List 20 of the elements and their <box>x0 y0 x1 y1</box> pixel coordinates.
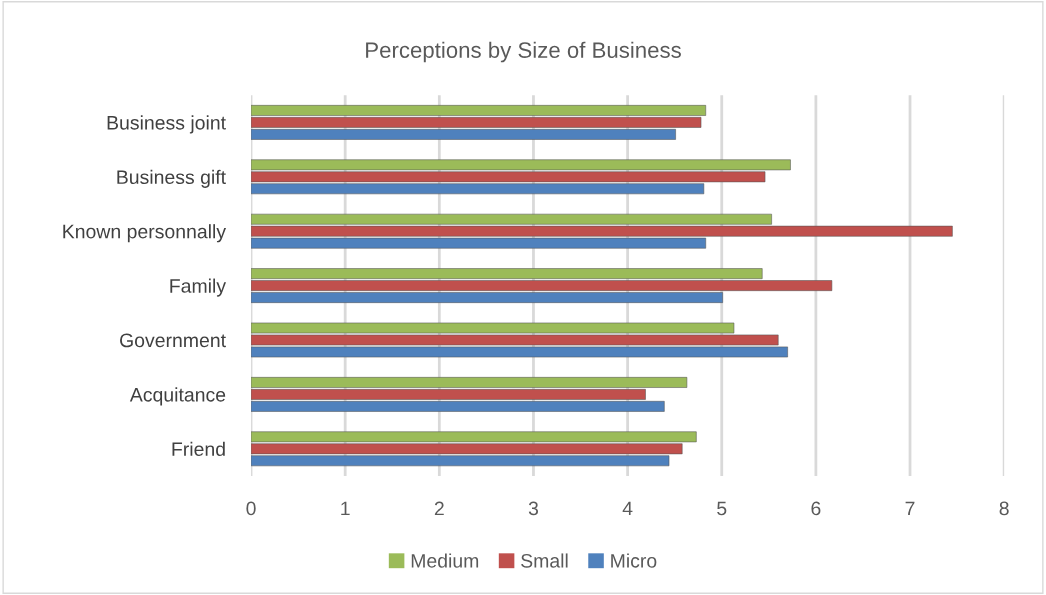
x-tick-label: 2 <box>434 501 444 516</box>
x-tick-label: 1 <box>341 501 350 516</box>
chart-title: Perceptions by Size of Business <box>366 41 681 63</box>
x-tick-label: 7 <box>905 501 915 516</box>
y-tick-label: Acquitance <box>129 387 226 406</box>
x-tick-label: 4 <box>622 501 633 516</box>
x-tick-label: 8 <box>999 501 1009 516</box>
x-tick-label: 5 <box>717 501 727 516</box>
y-tick-label: Government <box>120 333 226 348</box>
legend-label: Micro <box>611 553 657 568</box>
y-tick-label: Business gift <box>117 169 226 188</box>
x-tick-label: 3 <box>528 501 539 516</box>
y-tick-label: Family <box>170 278 227 297</box>
y-tick-label: Business joint <box>107 115 226 134</box>
x-tick-label: 6 <box>811 501 821 516</box>
legend-label: Small <box>521 553 568 568</box>
y-tick-label: Known personnally <box>63 224 227 243</box>
legend-label: Medium <box>411 553 479 568</box>
y-tick-label: Friend <box>172 441 225 457</box>
x-tick-label: 0 <box>246 501 256 516</box>
